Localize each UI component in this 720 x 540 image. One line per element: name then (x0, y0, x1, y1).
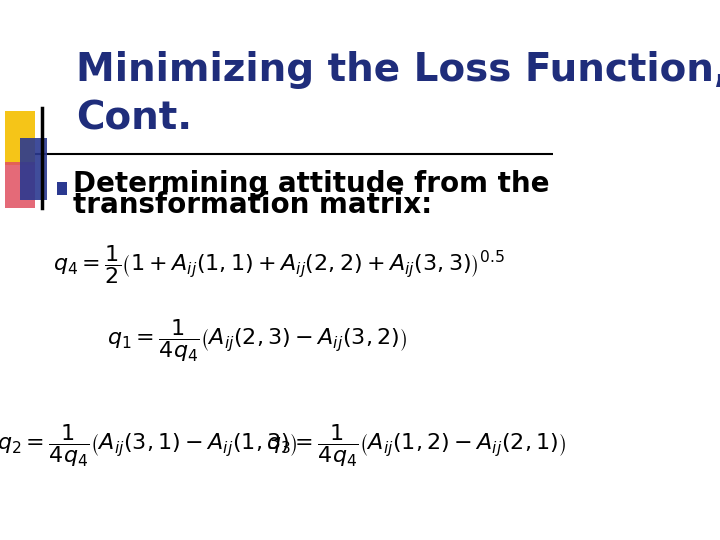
Bar (20, 138, 47, 200)
Bar (57, 182, 67, 195)
Text: Cont.: Cont. (76, 100, 192, 138)
Text: Minimizing the Loss Function,: Minimizing the Loss Function, (76, 51, 720, 89)
Text: $q_2 = \dfrac{1}{4q_4}\left(A_{ij}(3,1) - A_{ij}(1,3)\right)$: $q_2 = \dfrac{1}{4q_4}\left(A_{ij}(3,1) … (0, 422, 297, 469)
Text: $q_1 = \dfrac{1}{4q_4}\left(A_{ij}(2,3) - A_{ij}(3,2)\right)$: $q_1 = \dfrac{1}{4q_4}\left(A_{ij}(2,3) … (107, 317, 407, 363)
Text: $q_4 = \dfrac{1}{2}\left(1 + A_{ij}(1,1) + A_{ij}(2,2) + A_{ij}(3,3)\right)^{0.5: $q_4 = \dfrac{1}{2}\left(1 + A_{ij}(1,1)… (53, 243, 505, 286)
Text: Determining attitude from the: Determining attitude from the (73, 170, 550, 198)
Text: $q_3 = \dfrac{1}{4q_4}\left(A_{ij}(1,2) - A_{ij}(2,1)\right)$: $q_3 = \dfrac{1}{4q_4}\left(A_{ij}(1,2) … (266, 422, 566, 469)
Bar (5, 111, 35, 165)
Bar (5, 162, 35, 208)
Text: transformation matrix:: transformation matrix: (73, 191, 433, 219)
